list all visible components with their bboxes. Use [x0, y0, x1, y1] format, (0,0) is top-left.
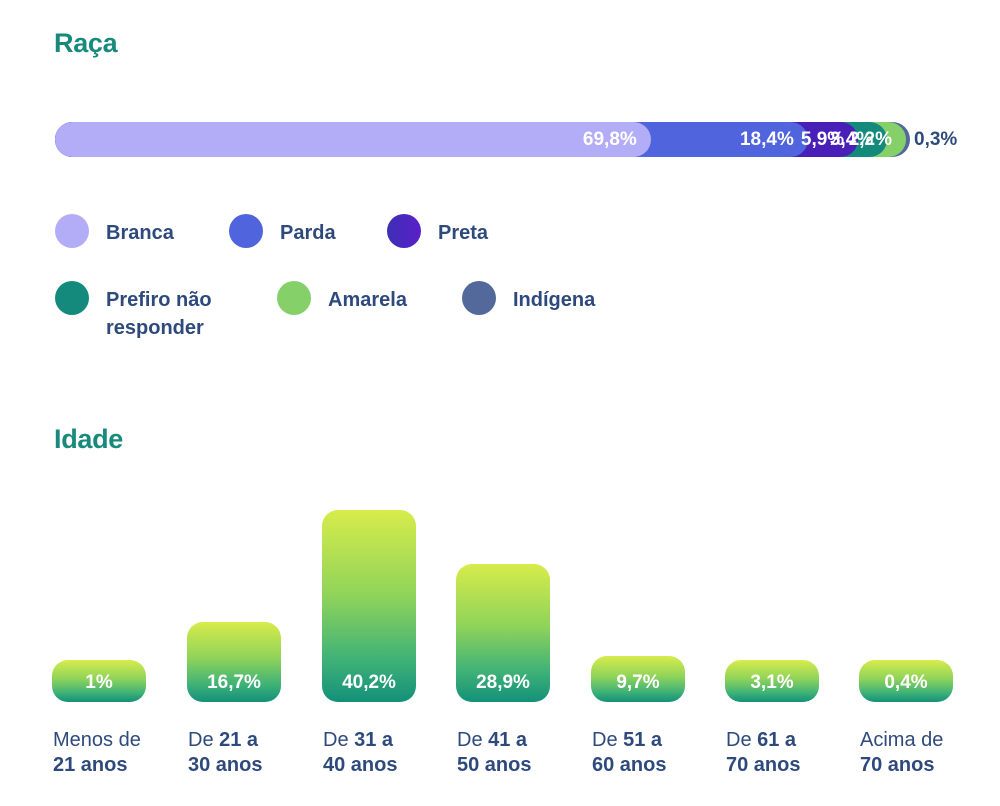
legend-label-branca: Branca: [106, 222, 174, 244]
legend-item-prefiro-nao-responder: Prefiro não responder: [55, 281, 212, 342]
age-bar: [52, 660, 146, 702]
legend-swatch-parda: [229, 214, 263, 248]
age-value-label: 28,9%: [476, 672, 530, 693]
legend-swatch-branca: [55, 214, 89, 248]
age-bar: [725, 660, 819, 702]
age-bar: [859, 660, 953, 702]
legend-swatch-prefiro-nao-responder: [55, 281, 89, 315]
age-category-label: Acima de 70 anos: [860, 729, 944, 776]
race-stacked-bar: 69,8% 18,4% 5,9% 3,4% 2,2%: [55, 122, 910, 157]
race-value-label-indigena: 0,3%: [914, 129, 958, 150]
age-chart-title: Idade: [54, 424, 124, 454]
legend-item-branca: Branca: [55, 214, 174, 248]
age-category-label: De 41 a 50 anos: [457, 729, 532, 776]
legend-label-amarela: Amarela: [328, 289, 407, 311]
age-value-label: 9,7%: [616, 672, 660, 693]
age-category-label: De 21 a 30 anos: [188, 729, 263, 776]
race-value-label-prefiro-nao-responder: 3,4%: [829, 129, 874, 150]
age-value-label: 0,4%: [884, 672, 928, 693]
age-bar: [591, 655, 685, 702]
legend-label-prefiro-nao-responder: Prefiro não responder: [106, 289, 212, 339]
age-bar: [187, 622, 281, 702]
legend-item-preta: Preta: [387, 214, 488, 248]
age-category-label: De 61 a 70 anos: [726, 729, 801, 776]
legend-label-indigena: Indígena: [513, 289, 596, 311]
legend-label-parda: Parda: [280, 222, 336, 244]
age-bar: [322, 510, 416, 702]
age-bar-chart: 1% 16,7% 40,2% 28,9% 9,7% 3,1% 0,4%: [0, 480, 1000, 720]
age-value-label: 16,7%: [207, 672, 261, 693]
age-category-label: De 31 a 40 anos: [323, 729, 398, 776]
race-chart-title: Raça: [54, 28, 118, 58]
race-segment-branca: [55, 122, 651, 157]
age-bar: [456, 563, 550, 702]
age-value-label: 40,2%: [342, 672, 396, 693]
legend-item-parda: Parda: [229, 214, 336, 248]
legend-item-amarela: Amarela: [277, 281, 407, 315]
legend-label-preta: Preta: [438, 222, 489, 244]
race-value-label-parda: 18,4%: [739, 129, 794, 150]
race-value-label-amarela: 2,2%: [848, 129, 892, 150]
race-value-label-branca: 69,8%: [582, 129, 637, 150]
legend-swatch-preta: [387, 214, 421, 248]
age-category-label: De 51 a 60 anos: [592, 729, 667, 776]
legend-item-indigena: Indígena: [462, 281, 595, 315]
legend-swatch-amarela: [277, 281, 311, 315]
legend-swatch-indigena: [462, 281, 496, 315]
age-value-label: 3,1%: [750, 672, 794, 693]
age-category-label: Menos de 21 anos: [53, 729, 141, 776]
age-value-label: 1%: [85, 672, 113, 693]
race-value-label-preta: 5,9%: [800, 129, 845, 150]
